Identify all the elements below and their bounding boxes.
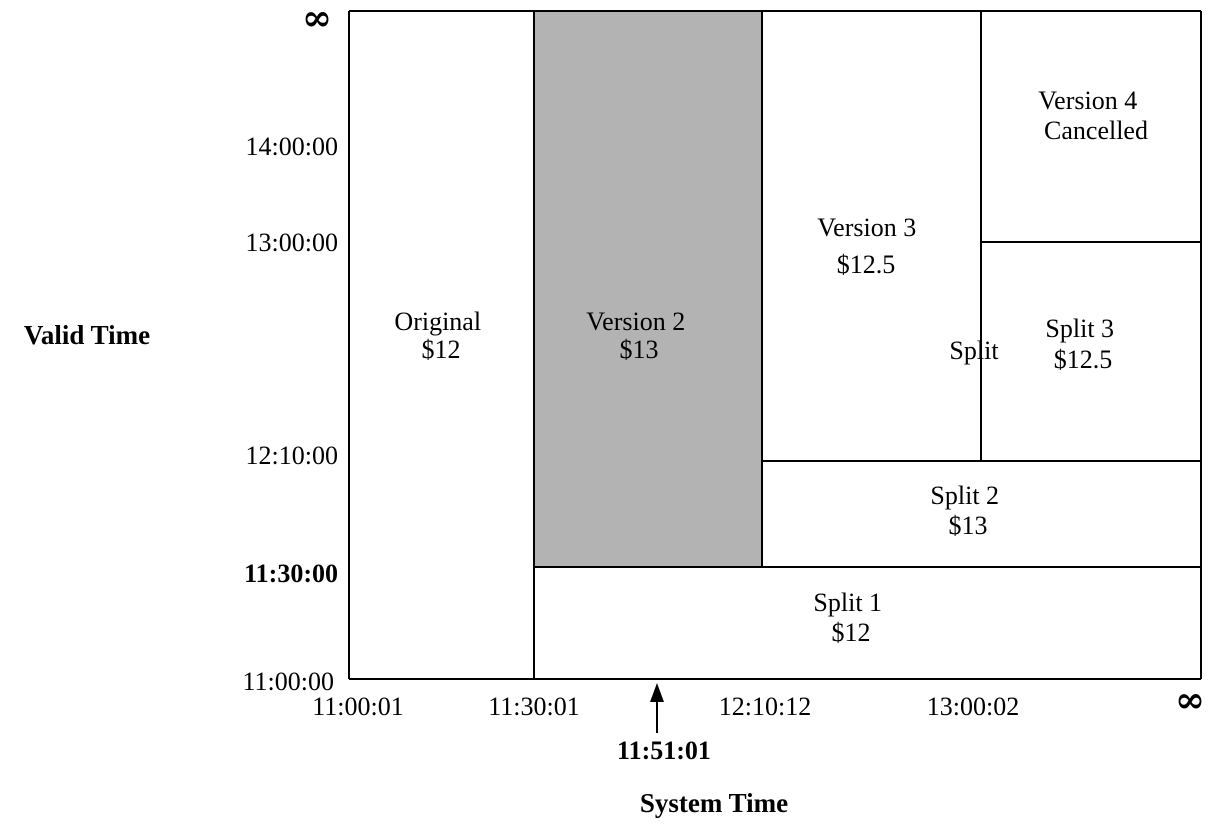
region-split-1-label: Split 1 $12 [813,588,888,647]
region-original-box [349,11,534,679]
x-tick-label: 12:10:12 [719,692,811,721]
region-split-3-label: Split 3 $12.5 [1045,314,1120,374]
region-version-3-label: Version 3 $12.5 [817,213,922,279]
y-tick-label: 11:30:00 [244,559,338,588]
x-axis-ticks: 11:00:01 11:30:01 12:10:12 13:00:02 ∞ [312,679,1205,721]
region-split-2-label: Split 2 $13 [930,481,1005,540]
x-tick-label: 11:30:01 [488,692,579,721]
region-version-2-box [534,11,762,567]
y-tick-label: 14:00:00 [246,132,338,161]
y-tick-label: 11:00:00 [243,667,334,696]
y-axis-title: Valid Time [24,320,150,350]
region-version-2-label: Version 2 $13 [586,307,691,364]
marker-label: 11:51:01 [617,736,711,765]
y-axis-ticks: ∞ 14:00:00 13:00:00 12:10:00 11:30:00 11… [243,0,338,696]
x-tick-label: 11:00:01 [312,692,403,721]
x-tick-label: 13:00:02 [927,692,1019,721]
y-axis-infinity: ∞ [302,0,332,39]
region-labels: Original $12 Version 2 $13 Version 3 $12… [394,86,1148,647]
x-axis-infinity: ∞ [1175,679,1205,721]
system-time-marker: 11:51:01 [617,683,711,765]
region-original-label: Original $12 [394,307,487,364]
x-axis-title: System Time [640,788,788,818]
y-tick-label: 13:00:00 [246,228,338,257]
y-tick-label: 12:10:00 [246,441,338,470]
marker-arrow-head [650,683,664,702]
split-annotation: Split [949,336,999,365]
diagram-frame [348,10,1202,680]
region-version-4-label: Version 4 Cancelled [1038,86,1148,145]
